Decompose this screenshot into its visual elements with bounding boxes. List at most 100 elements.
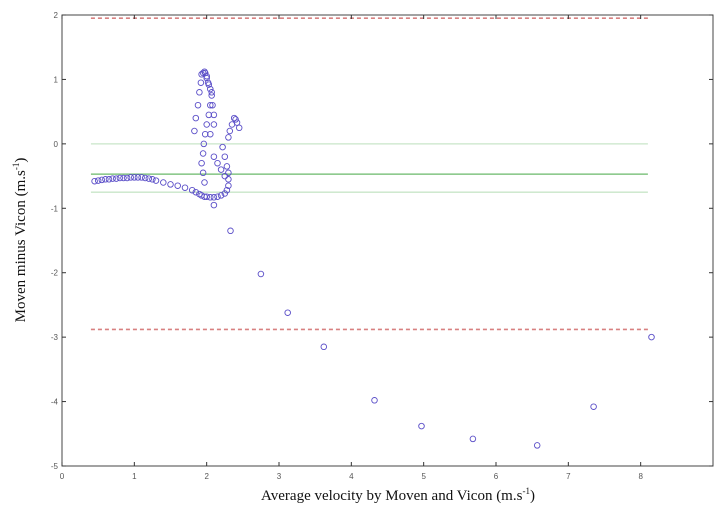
x-tick-label: 1 (132, 472, 137, 481)
data-point (233, 119, 241, 126)
data-point (199, 169, 207, 177)
data-point (418, 422, 425, 430)
data-point (533, 442, 541, 449)
y-tick-label: -3 (51, 333, 59, 342)
data-point (192, 188, 200, 196)
data-point (221, 190, 229, 197)
data-point (214, 159, 221, 167)
y-tick-label: 2 (54, 11, 59, 20)
data-point (210, 153, 218, 160)
y-tick-label: -5 (51, 462, 59, 471)
y-tick-label: -1 (51, 204, 59, 213)
data-point (210, 121, 218, 128)
data-point (109, 175, 116, 182)
data-point (205, 81, 213, 88)
data-point (320, 343, 328, 351)
data-point (230, 114, 238, 122)
data-point (145, 175, 153, 182)
data-point (113, 175, 120, 182)
data-point (201, 179, 208, 186)
data-point (188, 186, 196, 194)
data-point (208, 92, 215, 99)
x-axis-ticks: 0 1 2 3 4 5 6 7 8 (60, 15, 643, 481)
data-point (199, 69, 207, 77)
data-point (120, 174, 127, 182)
data-point (198, 159, 205, 167)
data-point (210, 194, 218, 201)
data-point (191, 127, 198, 135)
data-point (225, 169, 232, 177)
y-tick-label: -2 (51, 269, 59, 278)
data-point (149, 176, 156, 183)
data-point (217, 192, 225, 199)
plot-area (61, 14, 714, 467)
data-point (223, 163, 231, 170)
data-point (214, 193, 221, 200)
data-point (209, 101, 216, 109)
data-point (192, 114, 200, 122)
data-point (221, 153, 229, 160)
data-point (194, 101, 202, 109)
data-point (210, 201, 218, 209)
x-tick-label: 4 (349, 472, 354, 481)
data-point (225, 134, 232, 141)
data-point (203, 121, 210, 128)
data-point (174, 182, 181, 189)
data-point (123, 174, 131, 182)
data-point (235, 124, 243, 132)
data-point (207, 130, 214, 138)
data-point (469, 435, 477, 443)
data-point (227, 227, 234, 235)
y-tick-label: 0 (54, 140, 59, 149)
data-point (167, 181, 174, 188)
data-point (207, 85, 214, 93)
data-point (208, 89, 215, 96)
x-tick-label: 3 (277, 472, 282, 481)
y-axis-label: Moven minus Vicon (m.s-1) (11, 158, 29, 323)
data-point (94, 177, 102, 184)
data-point (181, 184, 189, 191)
y-axis-ticks: -5 -4 -3 -2 -1 0 1 2 (51, 11, 713, 471)
data-point (134, 174, 142, 181)
data-points (91, 68, 655, 449)
data-point (199, 150, 207, 157)
data-point (105, 176, 113, 183)
x-tick-label: 0 (60, 472, 65, 481)
data-point (141, 174, 149, 182)
data-point (221, 172, 229, 180)
data-point (116, 174, 124, 182)
data-point (284, 309, 291, 316)
data-point (152, 177, 160, 184)
data-point (102, 176, 109, 183)
data-point (223, 186, 231, 194)
y-tick-label: -4 (51, 398, 59, 407)
reference-lines (90, 17, 648, 331)
data-point (138, 174, 145, 181)
data-point (210, 111, 218, 119)
data-point (205, 111, 213, 119)
data-point (590, 403, 597, 410)
data-point (225, 182, 232, 189)
data-point (207, 194, 214, 201)
x-tick-label: 5 (421, 472, 426, 481)
y-tick-label: 1 (54, 75, 59, 84)
data-point (200, 140, 208, 148)
data-point (127, 174, 134, 181)
data-point (98, 176, 106, 184)
data-point (371, 397, 378, 404)
data-point (257, 270, 265, 278)
data-point (197, 79, 205, 86)
data-point (232, 116, 239, 123)
data-point (91, 177, 98, 185)
data-point (219, 143, 226, 151)
data-point (196, 89, 203, 96)
x-tick-label: 8 (638, 472, 643, 481)
x-axis-label: Average velocity by Moven and Vicon (m.s… (261, 486, 535, 504)
data-point (226, 127, 234, 135)
data-point (160, 179, 167, 186)
data-point (225, 176, 232, 183)
data-point (207, 101, 214, 109)
data-point (201, 130, 209, 138)
x-tick-label: 2 (204, 472, 209, 481)
